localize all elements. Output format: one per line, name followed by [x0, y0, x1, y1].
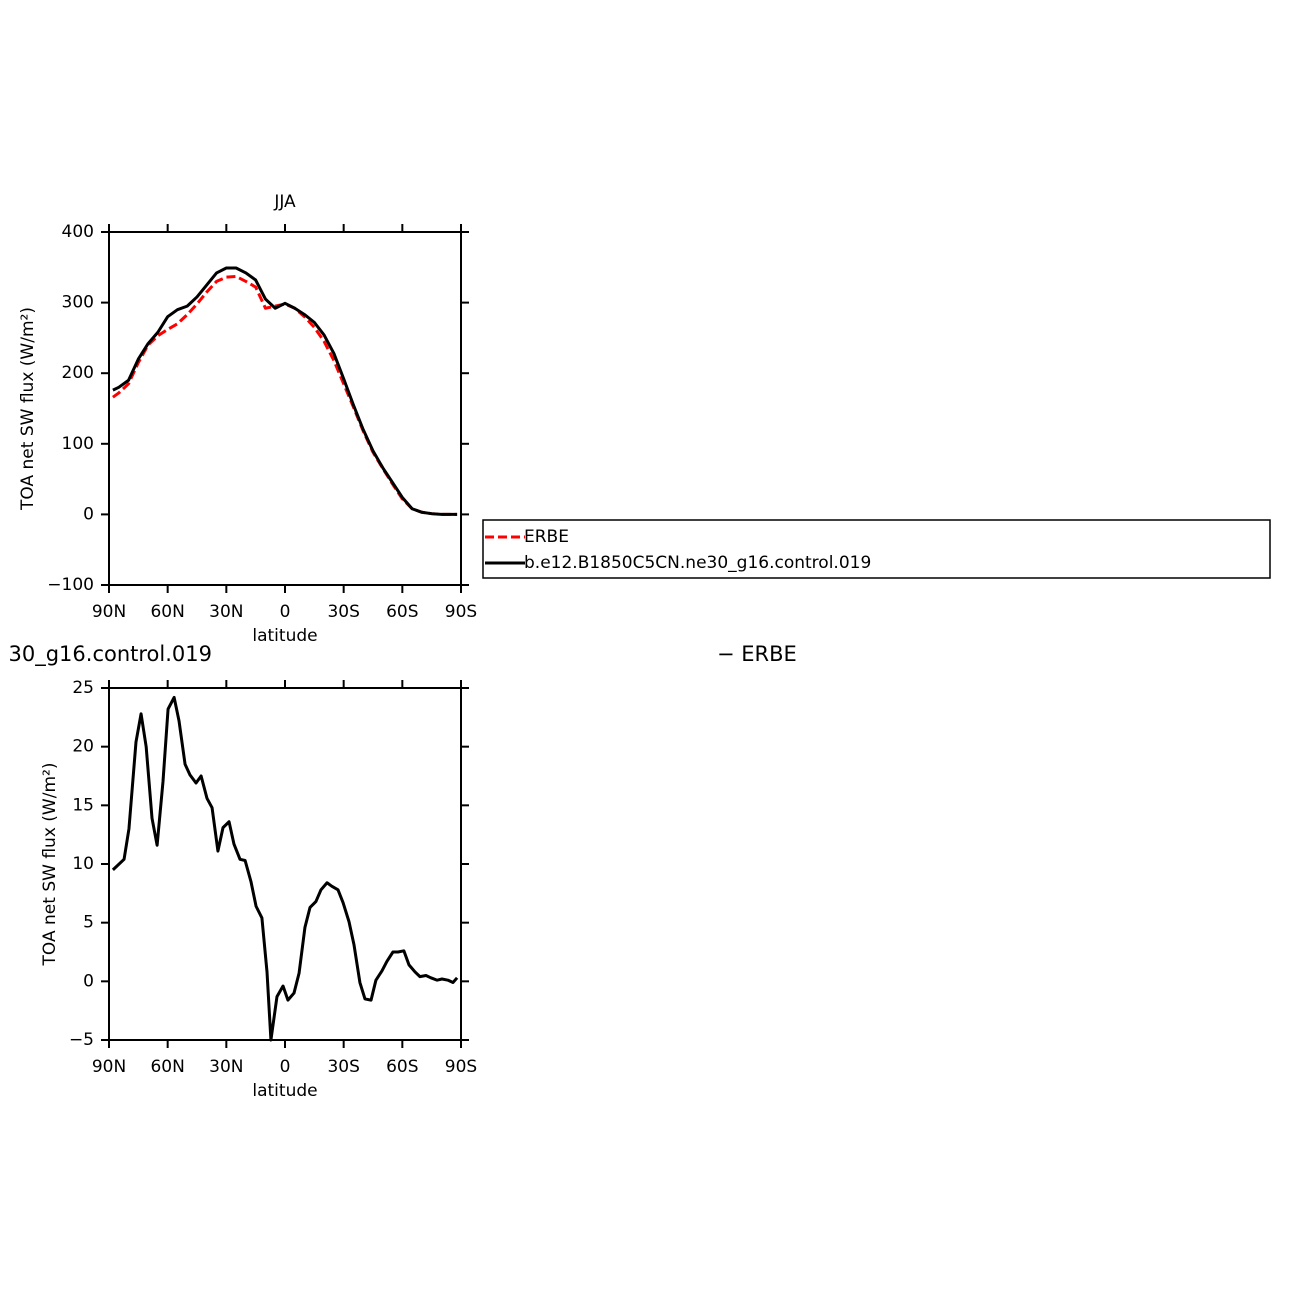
- chart-title-right: − ERBE: [717, 642, 797, 666]
- x-tick-label: 90N: [92, 602, 126, 622]
- y-tick-label: 25: [72, 678, 94, 698]
- legend-box: [482, 519, 1271, 579]
- y-tick-label: 20: [72, 737, 94, 757]
- data-line: [112, 266, 458, 516]
- x-tick-label: 30N: [209, 602, 243, 622]
- x-tick-label: 60S: [386, 1057, 418, 1077]
- x-tick-label: 30N: [209, 1057, 243, 1077]
- plot-frame: [108, 687, 462, 1041]
- x-tick-label: 60N: [150, 1057, 184, 1077]
- data-line: [111, 695, 459, 1042]
- legend-label: b.e12.B1850C5CN.ne30_g16.control.019: [524, 553, 871, 573]
- x-axis-label: latitude: [252, 1081, 317, 1101]
- y-tick-label: −100: [47, 575, 94, 595]
- x-tick-label: 90S: [445, 602, 477, 622]
- y-tick-label: 5: [83, 913, 94, 933]
- y-tick-label: 100: [62, 434, 94, 454]
- chart-title-left: 30_g16.control.019: [9, 642, 213, 667]
- x-axis-label: latitude: [252, 626, 317, 646]
- y-tick-label: 15: [72, 795, 94, 815]
- legend-label: ERBE: [524, 527, 569, 547]
- plot-frame: [108, 231, 462, 586]
- y-tick-label: 200: [62, 363, 94, 383]
- x-tick-label: 60N: [150, 602, 184, 622]
- y-axis-label: TOA net SW flux (W/m²): [18, 307, 38, 511]
- x-tick-label: 0: [280, 602, 291, 622]
- y-tick-label: 300: [62, 293, 94, 313]
- y-tick-label: 10: [72, 854, 94, 874]
- x-tick-label: 90N: [92, 1057, 126, 1077]
- y-tick-label: 400: [62, 222, 94, 242]
- y-tick-label: −5: [69, 1030, 94, 1050]
- data-line: [112, 274, 458, 516]
- x-tick-label: 30S: [327, 1057, 359, 1077]
- x-tick-label: 60S: [386, 602, 418, 622]
- x-tick-label: 30S: [327, 602, 359, 622]
- y-tick-label: 0: [83, 971, 94, 991]
- x-tick-label: 90S: [445, 1057, 477, 1077]
- y-tick-label: 0: [83, 504, 94, 524]
- y-axis-label: TOA net SW flux (W/m²): [40, 763, 60, 967]
- x-tick-label: 0: [280, 1057, 291, 1077]
- chart-title: JJA: [273, 192, 296, 212]
